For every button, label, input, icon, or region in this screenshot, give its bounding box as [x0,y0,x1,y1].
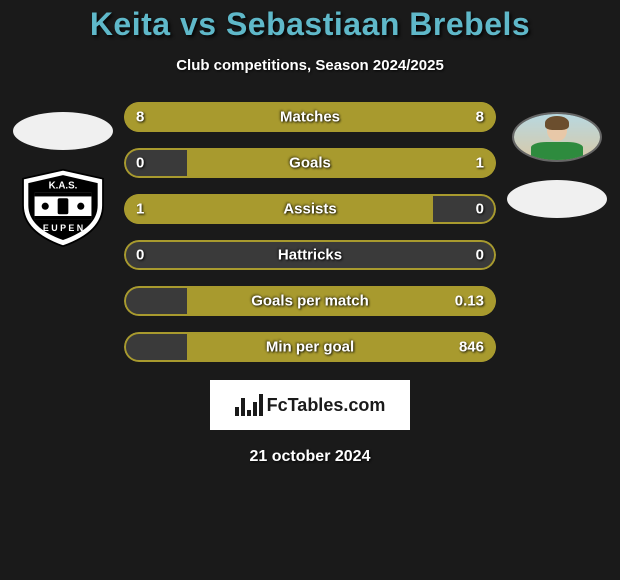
stat-bars: 8 Matches 8 0 Goals 1 1 Assists 0 0 Hattricks 0 Goal… [118,102,502,362]
left-player-avatar-placeholder [13,112,113,150]
footer-brand-text: FcTables.com [267,395,386,416]
stat-label: Matches [280,109,340,126]
page-title: Keita vs Sebastiaan Brebels [0,6,620,43]
stat-value-right: 8 [476,109,484,126]
stat-value-right: 0 [476,201,484,218]
bars-icon [235,394,263,416]
stat-row: 0 Hattricks 0 [124,240,496,270]
stat-bar-right-fill [187,148,496,178]
stat-value-right: 0 [476,247,484,264]
stat-value-left: 1 [136,201,144,218]
stat-label: Assists [283,201,336,218]
stat-label: Hattricks [278,247,342,264]
stat-label: Goals [289,155,331,172]
stat-value-left: 0 [136,155,144,172]
stat-value-left: 8 [136,109,144,126]
right-player-column [502,102,612,362]
stat-value-right: 0.13 [455,293,484,310]
stat-row: Min per goal 846 [124,332,496,362]
right-player-club-placeholder [507,180,607,218]
stat-value-right: 1 [476,155,484,172]
right-player-avatar [512,112,602,162]
main-row: K.A.S. E U P E N 8 Matches 8 0 Goals 1 1 Assist… [0,102,620,362]
stat-row: 8 Matches 8 [124,102,496,132]
footer-brand-badge: FcTables.com [210,380,410,430]
stat-row: 1 Assists 0 [124,194,496,224]
left-player-club-badge: K.A.S. E U P E N [18,168,108,248]
svg-text:E U P E N: E U P E N [43,223,83,233]
stat-value-left: 0 [136,247,144,264]
stat-label: Goals per match [251,293,369,310]
stat-row: Goals per match 0.13 [124,286,496,316]
date-text: 21 october 2024 [0,448,620,466]
stat-row: 0 Goals 1 [124,148,496,178]
comparison-card: Keita vs Sebastiaan Brebels Club competi… [0,0,620,466]
page-subtitle: Club competitions, Season 2024/2025 [0,57,620,74]
left-player-column: K.A.S. E U P E N [8,102,118,362]
stat-value-right: 846 [459,339,484,356]
stat-bar-left-fill [124,194,433,224]
svg-text:K.A.S.: K.A.S. [49,180,78,191]
stat-label: Min per goal [266,339,354,356]
